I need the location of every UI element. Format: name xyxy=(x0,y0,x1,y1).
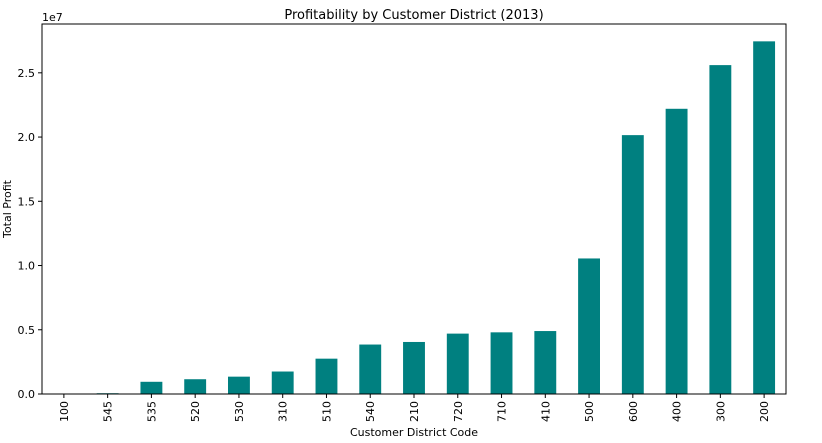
y-axis-label: Total Profit xyxy=(1,179,14,239)
bar-series xyxy=(52,41,776,395)
bar-720 xyxy=(446,333,469,394)
bar-300 xyxy=(709,65,732,394)
bar-210 xyxy=(403,341,425,394)
bar-600 xyxy=(621,135,644,394)
x-tick-label: 710 xyxy=(496,401,509,422)
x-tick-label: 535 xyxy=(145,401,158,422)
y-tick-label: 2.0 xyxy=(18,131,36,144)
y-tick-label: 0.5 xyxy=(18,324,36,337)
y-tick-label: 0.0 xyxy=(18,388,36,401)
bar-310 xyxy=(271,371,294,394)
bar-540 xyxy=(359,344,382,394)
x-axis-label: Customer District Code xyxy=(350,426,478,439)
bar-200 xyxy=(753,41,776,394)
x-tick-label: 600 xyxy=(627,401,640,422)
bar-510 xyxy=(315,358,338,394)
x-tick-label: 720 xyxy=(452,401,465,422)
y-tick-label: 2.5 xyxy=(18,67,36,80)
bar-410 xyxy=(534,331,557,394)
x-tick-label: 510 xyxy=(320,401,333,422)
x-tick-label: 300 xyxy=(714,401,727,422)
x-tick-label: 210 xyxy=(408,401,421,422)
x-tick-label: 540 xyxy=(364,401,377,422)
bar-400 xyxy=(665,108,688,395)
bar-530 xyxy=(228,376,250,394)
y-axis-ticks: 0.0 0.5 1.0 1.5 2.0 2.5 xyxy=(18,67,42,401)
y-offset-label: 1e7 xyxy=(42,11,63,24)
x-axis-ticks: 100 545 535 520 530 310 510 540 210 720 710 410 500 6… xyxy=(58,394,771,422)
x-tick-label: 500 xyxy=(583,401,596,422)
chart-title: Profitability by Customer District (2013… xyxy=(284,8,543,23)
x-tick-label: 545 xyxy=(102,401,115,422)
bar-520 xyxy=(184,379,207,394)
x-tick-label: 530 xyxy=(233,401,246,422)
x-tick-label: 310 xyxy=(277,401,290,422)
plot-frame xyxy=(41,23,787,395)
x-tick-label: 520 xyxy=(189,401,202,422)
y-tick-label: 1.5 xyxy=(18,195,36,208)
bar-535 xyxy=(140,381,163,394)
x-tick-label: 200 xyxy=(758,401,771,422)
x-tick-label: 400 xyxy=(671,401,684,422)
bar-710 xyxy=(490,332,513,394)
y-tick-label: 1.0 xyxy=(18,260,36,273)
bar-500 xyxy=(578,258,600,394)
x-tick-label: 100 xyxy=(58,401,71,422)
x-tick-label: 410 xyxy=(539,401,552,422)
